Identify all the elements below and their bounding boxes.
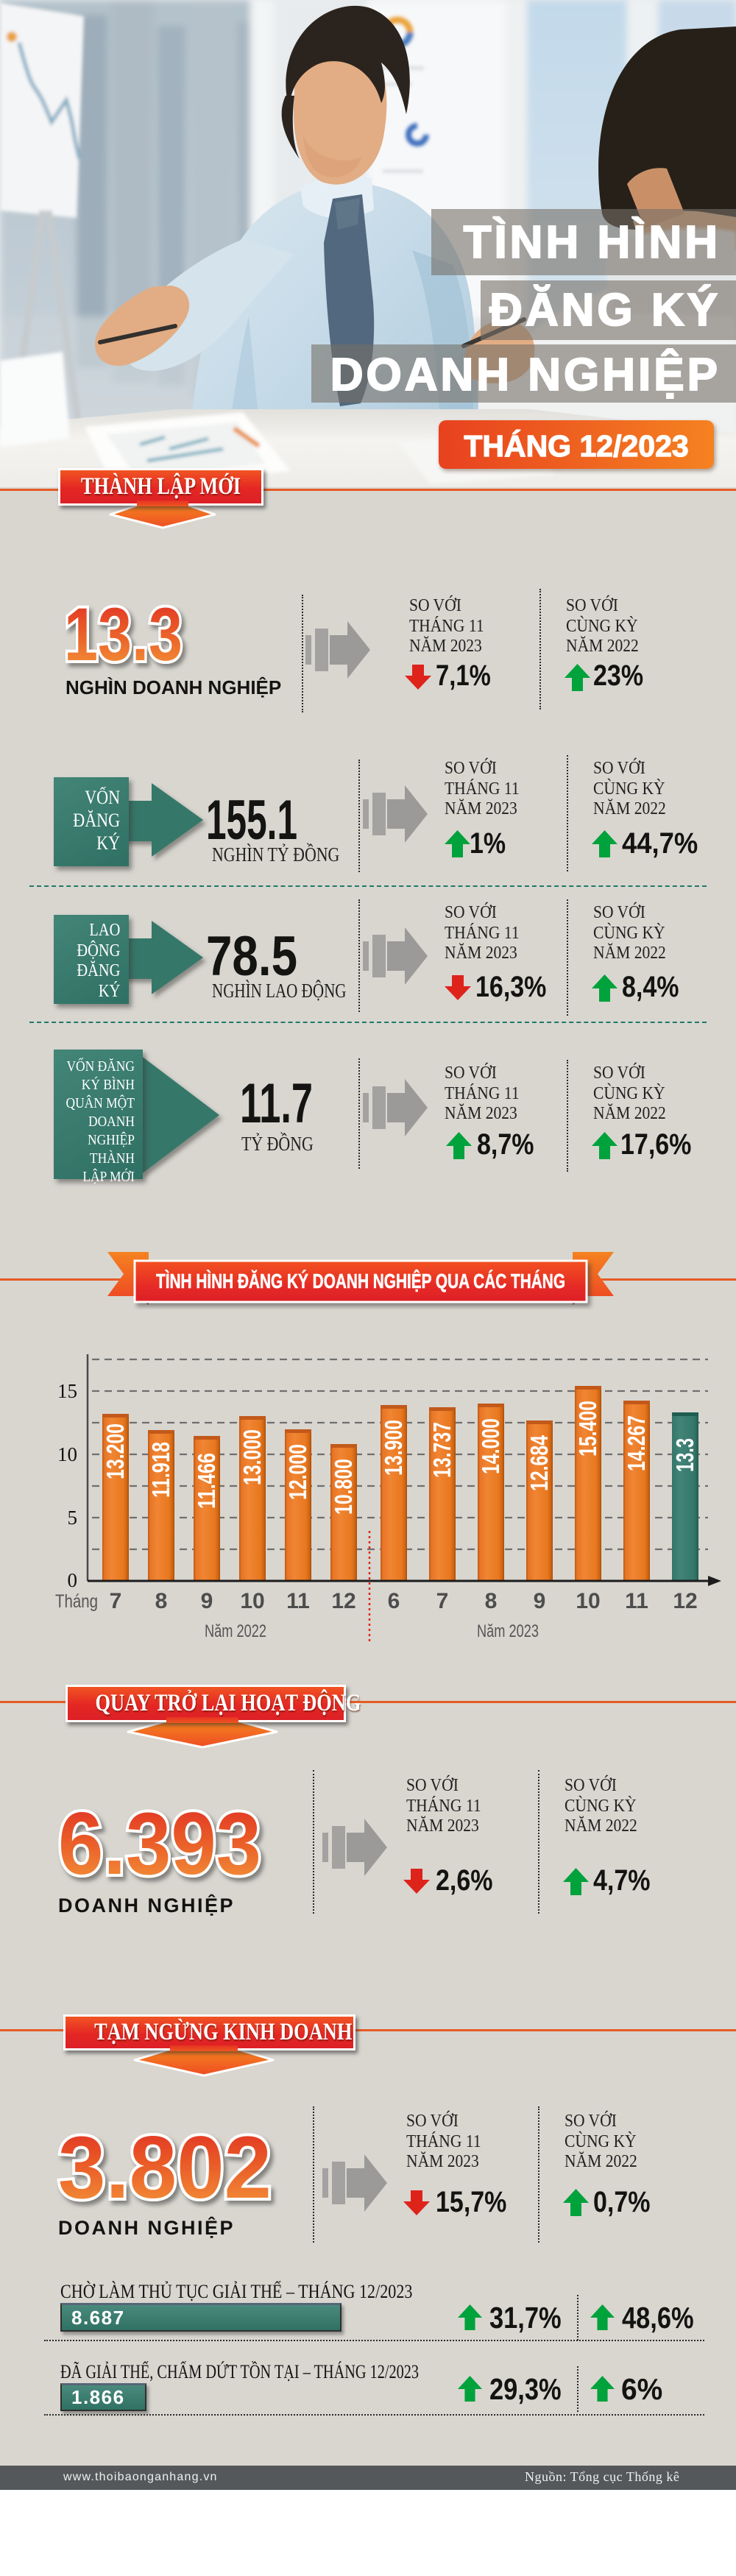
svg-text:6.393: 6.393 bbox=[58, 1794, 261, 1890]
svg-text:10: 10 bbox=[240, 1589, 264, 1613]
svg-text:Năm 2023: Năm 2023 bbox=[477, 1621, 539, 1641]
svg-text:10: 10 bbox=[57, 1443, 77, 1465]
svg-text:9: 9 bbox=[201, 1589, 213, 1613]
svg-text:13.000: 13.000 bbox=[238, 1429, 266, 1485]
svg-text:78.5: 78.5 bbox=[206, 925, 297, 983]
svg-text:5: 5 bbox=[68, 1507, 78, 1529]
svg-text:Tháng: Tháng bbox=[55, 1591, 98, 1612]
svg-text:11.7: 11.7 bbox=[240, 1072, 313, 1130]
svg-text:9: 9 bbox=[534, 1589, 546, 1613]
svg-text:12.684: 12.684 bbox=[526, 1435, 553, 1491]
svg-text:TÌNH HÌNH ĐĂNG KÝ DOANH NGHIỆP: TÌNH HÌNH ĐĂNG KÝ DOANH NGHIỆP QUA CÁC T… bbox=[156, 1270, 565, 1292]
svg-text:12: 12 bbox=[673, 1589, 697, 1613]
svg-text:10.800: 10.800 bbox=[330, 1459, 357, 1515]
svg-text:11.466: 11.466 bbox=[193, 1453, 220, 1509]
svg-text:11.918: 11.918 bbox=[147, 1442, 174, 1498]
svg-text:15.400: 15.400 bbox=[574, 1401, 601, 1457]
svg-text:3.802: 3.802 bbox=[58, 2118, 272, 2214]
svg-text:6: 6 bbox=[388, 1589, 400, 1613]
svg-text:13.3: 13.3 bbox=[64, 592, 183, 676]
svg-text:13.737: 13.737 bbox=[428, 1422, 456, 1478]
svg-text:13.200: 13.200 bbox=[102, 1423, 129, 1479]
svg-text:11: 11 bbox=[625, 1589, 648, 1613]
svg-text:15: 15 bbox=[57, 1380, 77, 1402]
svg-text:8: 8 bbox=[155, 1589, 168, 1613]
svg-text:7: 7 bbox=[110, 1589, 122, 1613]
svg-text:Năm 2022: Năm 2022 bbox=[205, 1621, 266, 1641]
svg-text:155.1: 155.1 bbox=[206, 789, 297, 846]
svg-text:12.000: 12.000 bbox=[284, 1444, 311, 1500]
svg-text:0: 0 bbox=[68, 1569, 78, 1591]
svg-text:14.000: 14.000 bbox=[477, 1418, 504, 1474]
svg-text:13.3: 13.3 bbox=[671, 1438, 698, 1472]
svg-text:7: 7 bbox=[436, 1589, 449, 1613]
svg-text:12: 12 bbox=[331, 1589, 355, 1613]
svg-text:11: 11 bbox=[286, 1589, 310, 1613]
svg-text:14.267: 14.267 bbox=[623, 1415, 650, 1471]
svg-text:8: 8 bbox=[485, 1589, 498, 1613]
svg-text:13.900: 13.900 bbox=[380, 1420, 407, 1476]
svg-text:10: 10 bbox=[576, 1589, 600, 1613]
